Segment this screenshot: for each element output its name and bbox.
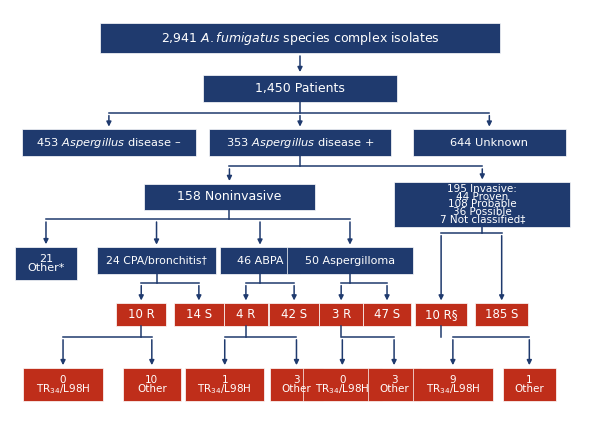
Text: TR$_{34}$/L98H: TR$_{34}$/L98H: [197, 382, 252, 396]
Text: 0: 0: [60, 375, 66, 385]
FancyBboxPatch shape: [15, 247, 77, 280]
Text: 14 S: 14 S: [186, 308, 212, 321]
FancyBboxPatch shape: [123, 368, 181, 401]
FancyBboxPatch shape: [413, 368, 493, 401]
FancyBboxPatch shape: [368, 368, 421, 401]
FancyBboxPatch shape: [203, 75, 397, 102]
Text: 42 S: 42 S: [281, 308, 307, 321]
Text: Other: Other: [281, 384, 311, 394]
Text: 195 Invasive:: 195 Invasive:: [448, 184, 517, 194]
Text: 10: 10: [145, 375, 158, 385]
Text: 1: 1: [221, 375, 228, 385]
FancyBboxPatch shape: [269, 303, 319, 326]
Text: 185 S: 185 S: [485, 308, 518, 321]
FancyBboxPatch shape: [270, 368, 323, 401]
Text: Other: Other: [137, 384, 167, 394]
FancyBboxPatch shape: [503, 368, 556, 401]
FancyBboxPatch shape: [302, 368, 382, 401]
Text: 3 R: 3 R: [332, 308, 351, 321]
FancyBboxPatch shape: [100, 23, 500, 53]
Text: 24 CPA/bronchitis†: 24 CPA/bronchitis†: [106, 255, 207, 265]
Text: TR$_{34}$/L98H: TR$_{34}$/L98H: [315, 382, 370, 396]
Text: 0: 0: [339, 375, 346, 385]
Text: 158 Noninvasive: 158 Noninvasive: [177, 190, 281, 203]
Text: Other: Other: [514, 384, 544, 394]
Text: 9: 9: [449, 375, 456, 385]
FancyBboxPatch shape: [475, 303, 528, 326]
Text: 1,450 Patients: 1,450 Patients: [255, 82, 345, 95]
FancyBboxPatch shape: [363, 303, 411, 326]
Text: 353 $\it{Aspergillus}$ disease +: 353 $\it{Aspergillus}$ disease +: [226, 135, 374, 150]
FancyBboxPatch shape: [220, 247, 300, 273]
Text: 4 R: 4 R: [236, 308, 256, 321]
FancyBboxPatch shape: [116, 303, 166, 326]
Text: 644 Unknown: 644 Unknown: [451, 138, 529, 147]
Text: 1: 1: [526, 375, 533, 385]
Text: TR$_{34}$/L98H: TR$_{34}$/L98H: [36, 382, 90, 396]
FancyBboxPatch shape: [144, 184, 314, 210]
Text: Other*: Other*: [27, 263, 65, 273]
FancyBboxPatch shape: [185, 368, 265, 401]
Text: 108 Probable: 108 Probable: [448, 200, 517, 209]
FancyBboxPatch shape: [209, 129, 391, 156]
FancyBboxPatch shape: [415, 303, 467, 326]
FancyBboxPatch shape: [22, 129, 196, 156]
Text: Other: Other: [379, 384, 409, 394]
Text: 44 Proven: 44 Proven: [456, 192, 508, 202]
FancyBboxPatch shape: [287, 247, 413, 273]
FancyBboxPatch shape: [97, 247, 216, 273]
FancyBboxPatch shape: [224, 303, 268, 326]
Text: 3: 3: [391, 375, 397, 385]
Text: 10 R: 10 R: [128, 308, 155, 321]
Text: TR$_{34}$/L98H: TR$_{34}$/L98H: [425, 382, 480, 396]
FancyBboxPatch shape: [394, 182, 571, 227]
FancyBboxPatch shape: [319, 303, 363, 326]
FancyBboxPatch shape: [413, 129, 566, 156]
FancyBboxPatch shape: [174, 303, 224, 326]
Text: 7 Not classified‡: 7 Not classified‡: [440, 215, 525, 224]
Text: 46 ABPA: 46 ABPA: [237, 255, 283, 265]
Text: 453 $\it{Aspergillus}$ disease –: 453 $\it{Aspergillus}$ disease –: [36, 135, 182, 150]
Text: 21: 21: [39, 254, 53, 264]
Text: 50 Aspergilloma: 50 Aspergilloma: [305, 255, 395, 265]
Text: 2,941 $\it{A. fumigatus}$ species complex isolates: 2,941 $\it{A. fumigatus}$ species comple…: [161, 30, 439, 46]
Text: 36 Possible: 36 Possible: [453, 207, 512, 217]
Text: 10 R§: 10 R§: [425, 308, 457, 321]
Text: 47 S: 47 S: [374, 308, 400, 321]
FancyBboxPatch shape: [23, 368, 103, 401]
Text: 3: 3: [293, 375, 300, 385]
